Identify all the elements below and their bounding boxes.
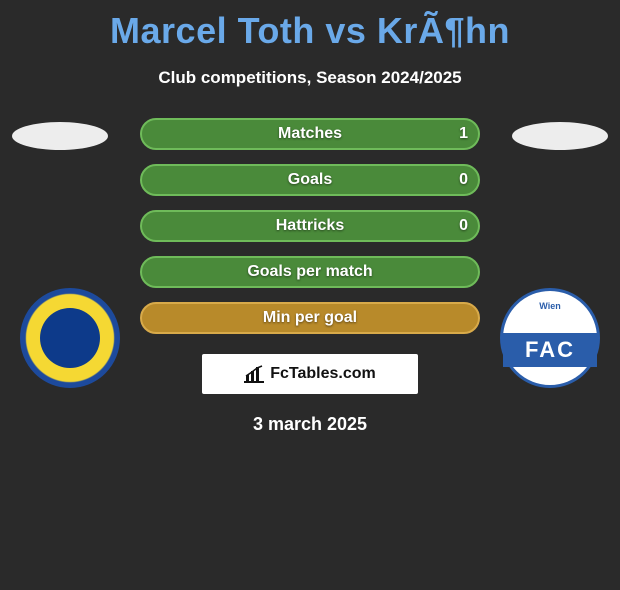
stat-bar-min-per-goal: Min per goal — [140, 302, 480, 334]
player-placeholder-right — [512, 122, 608, 150]
player-placeholder-left — [12, 122, 108, 150]
stat-row: Hattricks 0 — [0, 210, 620, 256]
stat-label: Goals — [288, 164, 332, 196]
stat-row: Goals per match — [0, 256, 620, 302]
stat-bar-goals-per-match: Goals per match — [140, 256, 480, 288]
stat-label: Goals per match — [247, 256, 372, 288]
stat-row: Min per goal — [0, 302, 620, 348]
stat-value: 0 — [459, 164, 468, 196]
stats-container: Wien FAC Matches 1 Goals 0 Hattricks 0 G… — [0, 118, 620, 348]
fctables-label: FcTables.com — [270, 365, 376, 383]
stat-row: Matches 1 — [0, 118, 620, 164]
stat-bar-hattricks: Hattricks 0 — [140, 210, 480, 242]
page-title: Marcel Toth vs KrÃ¶hn — [0, 10, 620, 52]
stat-label: Min per goal — [263, 302, 357, 334]
fctables-badge[interactable]: FcTables.com — [202, 354, 418, 394]
subtitle: Club competitions, Season 2024/2025 — [0, 68, 620, 88]
stat-row: Goals 0 — [0, 164, 620, 210]
stat-value: 0 — [459, 210, 468, 242]
stat-bar-goals: Goals 0 — [140, 164, 480, 196]
bar-chart-icon — [244, 365, 264, 383]
stat-bar-matches: Matches 1 — [140, 118, 480, 150]
date-label: 3 march 2025 — [0, 414, 620, 435]
stat-label: Matches — [278, 118, 342, 150]
stat-value: 1 — [459, 118, 468, 150]
stat-label: Hattricks — [276, 210, 344, 242]
